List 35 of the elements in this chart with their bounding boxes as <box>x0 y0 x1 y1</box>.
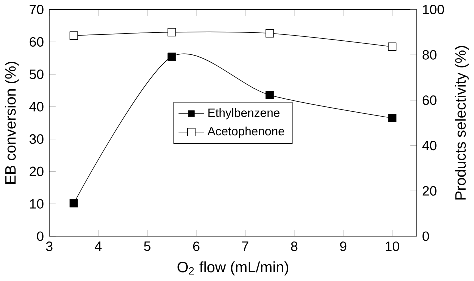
y-tick-label: 0 <box>37 232 44 242</box>
y2-tick-label: 80 <box>422 50 437 60</box>
y-tick-label: 60 <box>30 38 44 48</box>
x-tick-label: 6 <box>193 242 200 252</box>
x-tick-label: 3 <box>46 242 53 252</box>
x-tick-label: 7 <box>242 242 249 252</box>
point <box>168 53 176 62</box>
point <box>388 42 397 52</box>
y2-axis-title: Products selectivity (%) <box>455 46 469 200</box>
x-axis-title: O$_{2}$ flow (mL/min) <box>178 262 288 276</box>
y2-tick-label: 40 <box>422 141 437 151</box>
y-tick-label: 50 <box>30 70 44 80</box>
x-tick-label: 8 <box>291 242 298 252</box>
point <box>70 199 78 208</box>
point <box>388 114 397 123</box>
y-tick-label: 40 <box>30 102 44 112</box>
y2-tick-label: 20 <box>422 186 437 196</box>
y-tick-label: 20 <box>30 167 44 177</box>
y-tick-label: 30 <box>30 134 44 144</box>
point <box>266 30 274 38</box>
y2-tick-label: 0 <box>422 232 430 242</box>
y2-tick-label: 60 <box>422 96 437 106</box>
legend-label: Acetophenone <box>208 127 284 138</box>
x-tick-label: 4 <box>95 242 102 252</box>
y2-tick-label: 100 <box>423 5 444 15</box>
x-tick-label: 9 <box>340 242 347 252</box>
point <box>168 28 176 37</box>
point <box>266 91 274 100</box>
point <box>70 32 78 40</box>
y-tick-label: 70 <box>30 5 44 15</box>
y-axis-title: EB conversion (%) <box>5 62 19 184</box>
legend-label: Ethylbenzene <box>208 108 280 120</box>
x-tick-label: 5 <box>144 242 151 252</box>
x-tick-label: 10 <box>386 242 400 252</box>
y-tick-label: 10 <box>30 200 44 210</box>
